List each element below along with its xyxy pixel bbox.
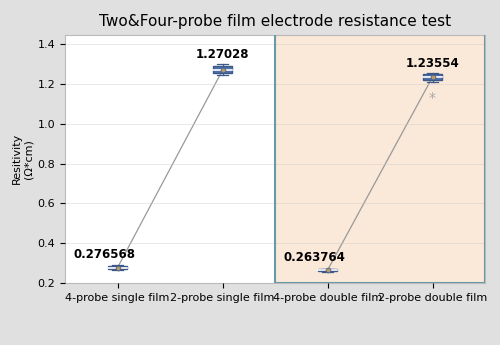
Y-axis label: Resitivity
(Ω*cm): Resitivity (Ω*cm) <box>12 133 34 184</box>
Text: 1.27028: 1.27028 <box>196 48 249 61</box>
Bar <box>275 34 485 283</box>
Bar <box>423 74 442 80</box>
Bar <box>213 66 232 73</box>
Title: Two&Four-probe film electrode resistance test: Two&Four-probe film electrode resistance… <box>99 14 451 29</box>
Text: 0.276568: 0.276568 <box>74 248 136 261</box>
Text: 1.23554: 1.23554 <box>406 57 460 70</box>
Text: *: * <box>429 91 436 105</box>
Bar <box>65 34 275 283</box>
Bar <box>275 34 485 283</box>
Bar <box>318 269 337 271</box>
Text: 0.263764: 0.263764 <box>284 251 346 264</box>
Bar <box>108 266 127 269</box>
